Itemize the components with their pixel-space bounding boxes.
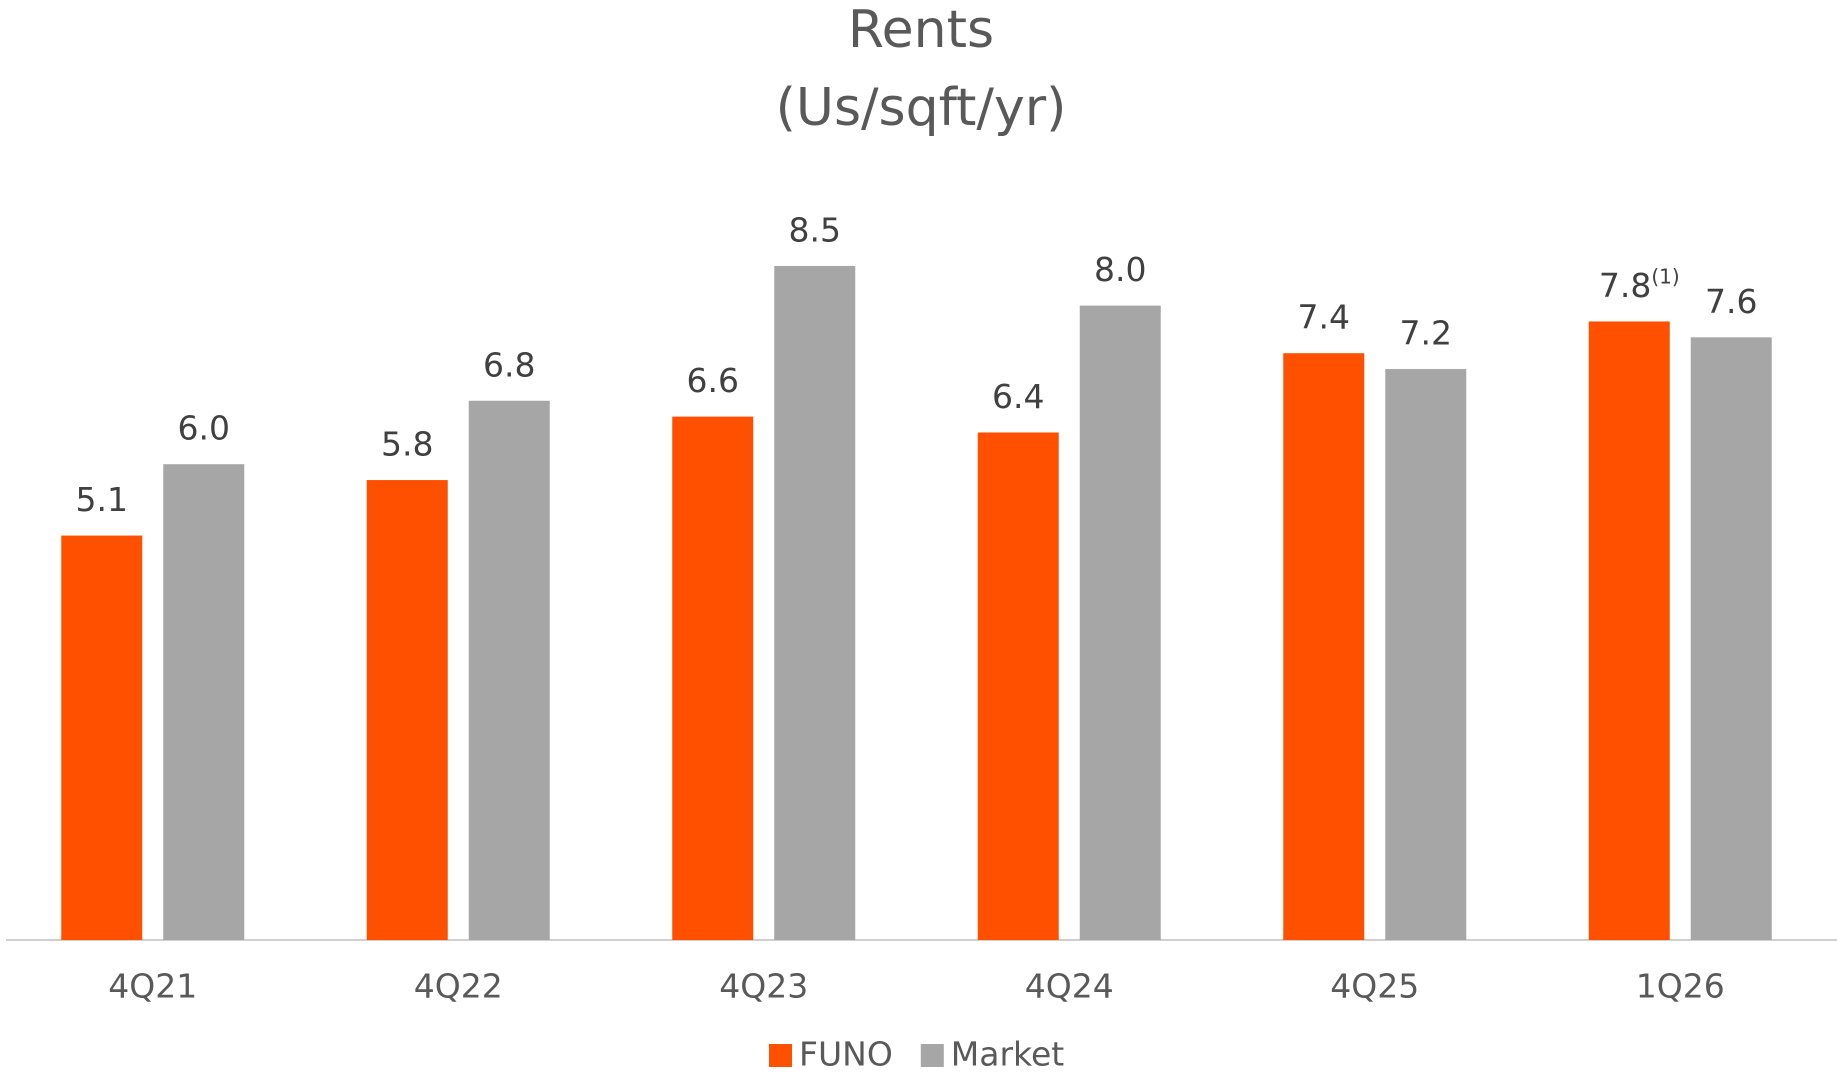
chart-subtitle: (Us/sqft/yr) [776,78,1067,138]
x-tick-label: 4Q22 [414,967,503,1006]
value-label: 7.8(1) [1599,264,1680,305]
x-tick-label: 4Q24 [1025,967,1114,1006]
bar [163,464,245,940]
bar [61,535,143,940]
legend-label: Market [951,1035,1064,1074]
bar [1588,321,1670,941]
value-label: 5.8 [381,425,433,464]
annotation: (1) [1651,264,1679,288]
legend-label: FUNO [799,1035,893,1074]
value-label: 5.1 [76,480,128,519]
value-label: 7.4 [1298,298,1350,337]
bar [1079,305,1161,941]
bar [366,480,448,940]
legend-swatch [920,1044,944,1067]
bar [774,265,856,940]
legend-swatch [769,1044,792,1067]
x-tick-label: 1Q26 [1636,967,1725,1006]
x-tick-label: 4Q25 [1330,967,1419,1006]
x-tick-label: 4Q23 [719,967,808,1006]
bar [1283,353,1365,940]
bar [1385,369,1467,940]
bar [1690,337,1772,940]
value-label: 8.5 [789,210,841,249]
value-label: 6.8 [483,345,535,384]
value-label: 8.0 [1094,250,1146,289]
value-label: 6.0 [178,409,230,448]
chart-title: Rents [848,0,994,60]
bar [468,400,550,940]
value-label: 6.4 [992,377,1044,416]
bar [672,416,754,940]
value-label: 7.6 [1705,282,1757,321]
value-label: 6.6 [687,361,739,400]
bar [977,432,1059,940]
value-label: 7.2 [1400,314,1452,353]
x-tick-label: 4Q21 [108,967,197,1006]
